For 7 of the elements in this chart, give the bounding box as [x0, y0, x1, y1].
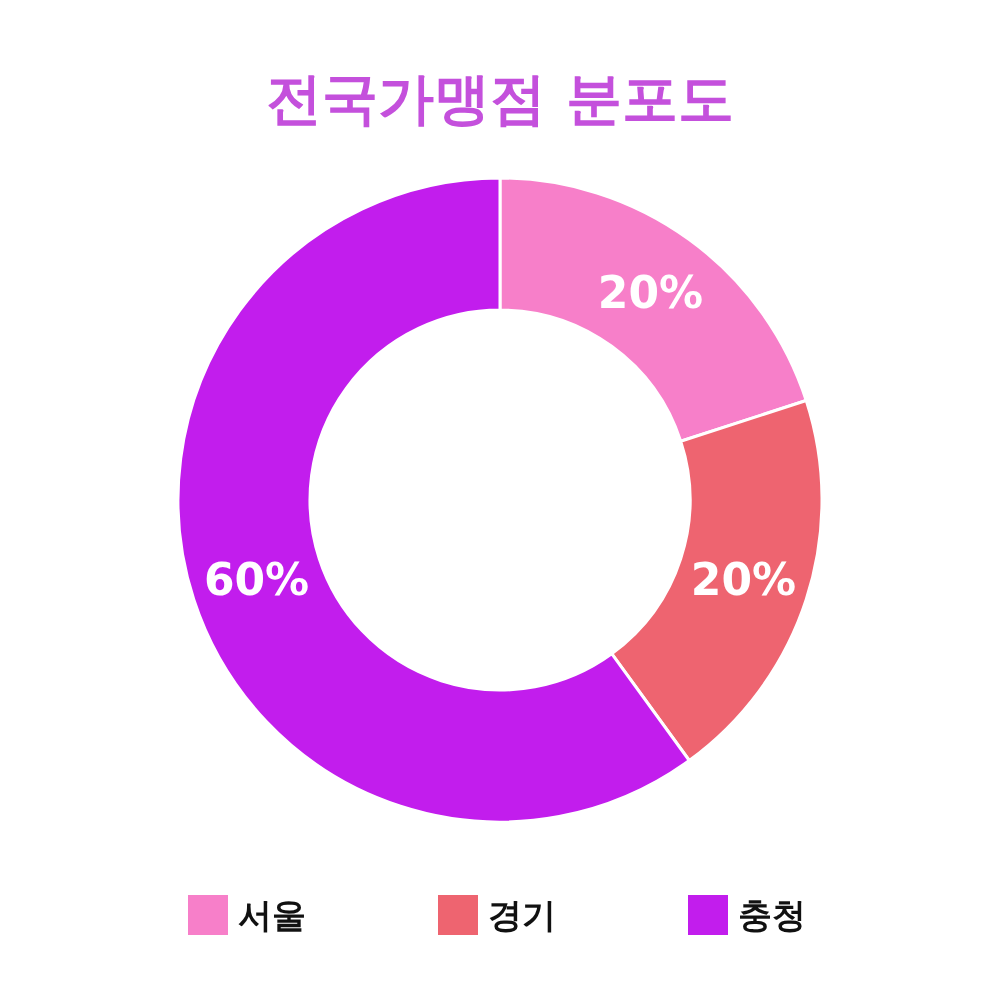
data-label: 20%	[690, 553, 797, 605]
legend-label: 충청	[738, 894, 806, 935]
chart-title: 전국가맹점 분포도	[266, 66, 734, 131]
legend-label: 서울	[238, 894, 306, 935]
data-label: 20%	[597, 267, 704, 319]
data-label: 60%	[203, 553, 310, 605]
legend-label: 경기	[488, 894, 556, 935]
